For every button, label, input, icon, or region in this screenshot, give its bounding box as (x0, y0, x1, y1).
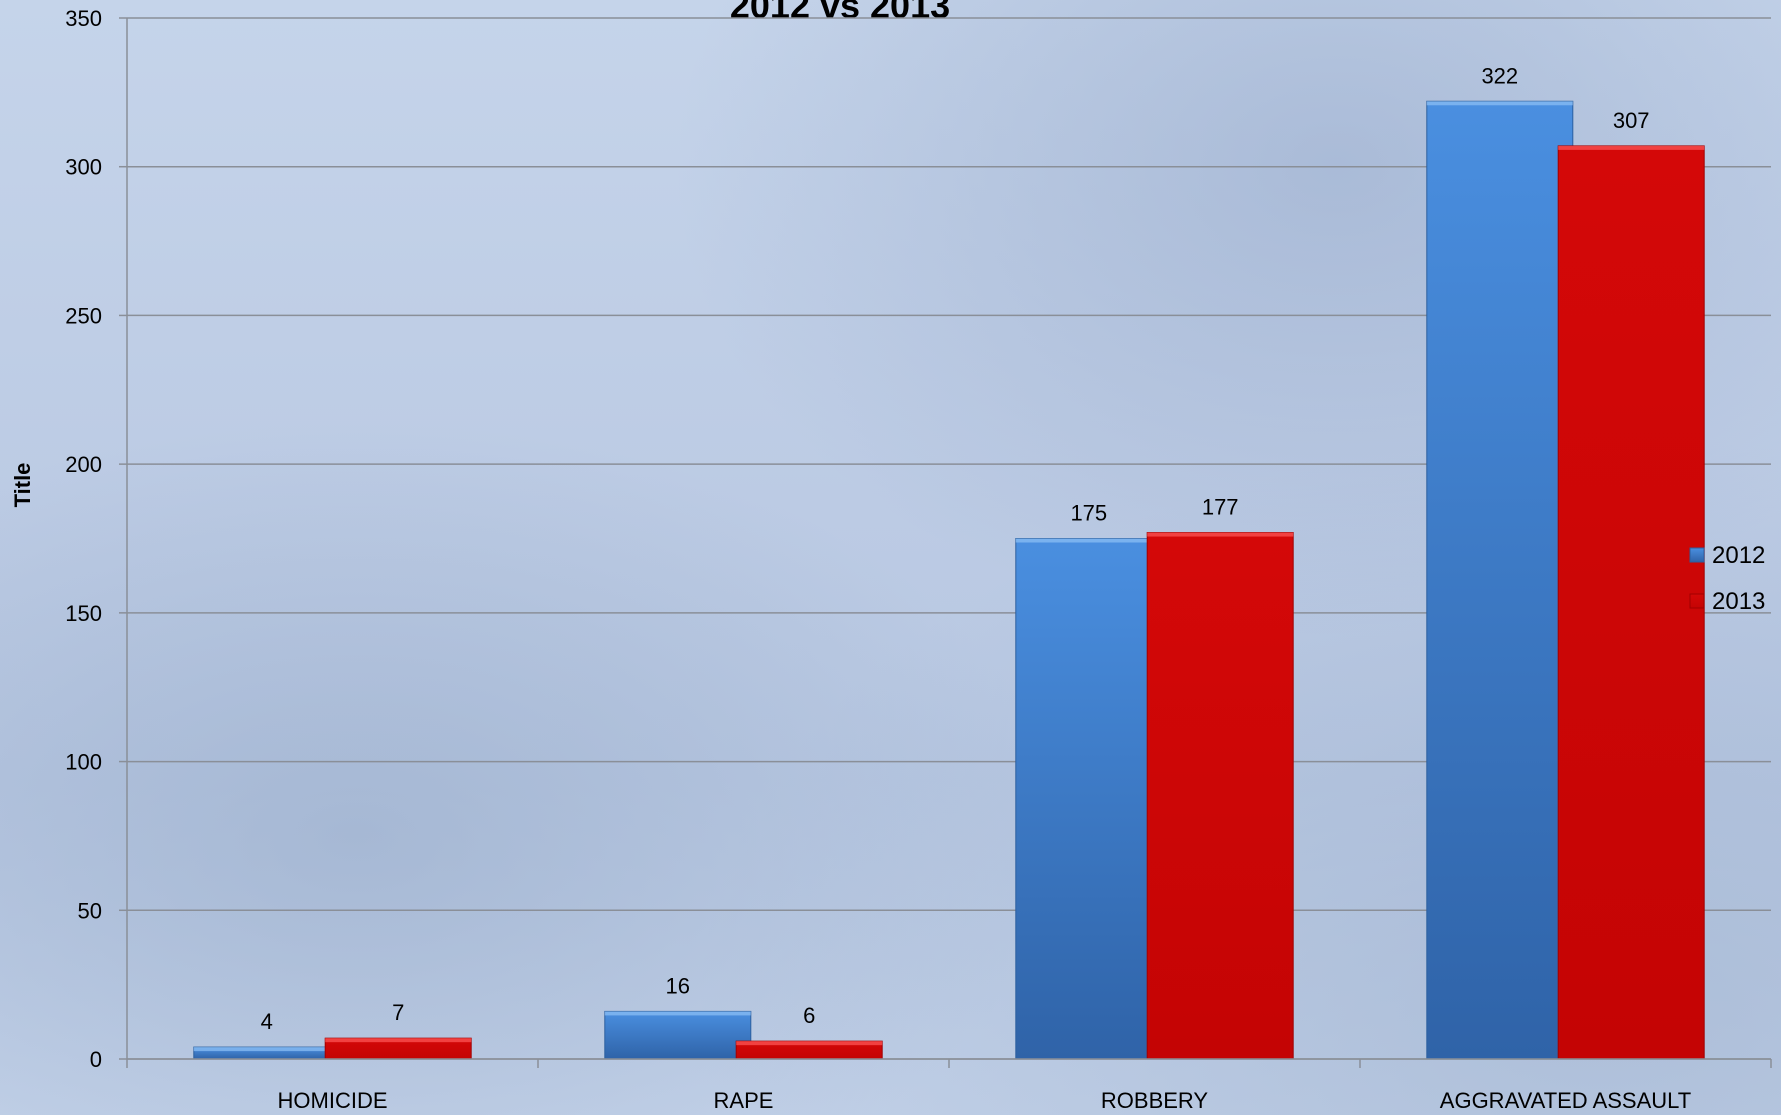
y-tick-label: 150 (65, 601, 102, 626)
y-axis-title: Title (10, 463, 35, 508)
legend-swatch-2012 (1689, 547, 1705, 563)
legend-label-2012: 2012 (1712, 542, 1765, 569)
legend-label-2013: 2013 (1712, 588, 1765, 615)
data-labels: 4 7 16 6 175 177 322 307 (261, 63, 1650, 1034)
x-category-label: ROBBERY (1101, 1088, 1209, 1113)
data-label: 177 (1202, 495, 1239, 520)
x-category-label: AGGRAVATED ASSAULT (1440, 1088, 1691, 1113)
data-label: 4 (261, 1009, 273, 1034)
legend: 2012 2013 (1689, 542, 1765, 615)
bar-highlight (1147, 532, 1294, 537)
y-tick-label: 200 (65, 452, 102, 477)
x-category-label: RAPE (714, 1088, 774, 1113)
data-label: 322 (1481, 63, 1518, 88)
bar-2013-robbery (1146, 532, 1294, 1060)
data-label: 307 (1613, 108, 1650, 133)
data-label: 7 (392, 1000, 404, 1025)
data-label: 175 (1070, 501, 1107, 526)
bar-highlight (193, 1047, 340, 1052)
bar-highlight (1015, 538, 1162, 543)
y-tick-label: 100 (65, 750, 102, 775)
x-category-label: HOMICIDE (278, 1088, 388, 1113)
bar-highlight (1558, 145, 1705, 150)
bar-highlight (604, 1011, 751, 1016)
bar-highlight (325, 1038, 472, 1043)
data-label: 16 (666, 973, 690, 998)
bar-2012-robbery (1015, 538, 1163, 1060)
y-axis-ticks: 0 50 100 150 200 250 300 350 (65, 6, 127, 1072)
bar-2012-aggravated-assault (1426, 100, 1574, 1060)
y-tick-label: 50 (78, 898, 102, 923)
gridlines (127, 17, 1771, 1060)
bar-2013-aggravated-assault (1557, 145, 1705, 1060)
x-axis: HOMICIDE RAPE ROBBERY AGGRAVATED ASSAULT (126, 18, 1772, 1113)
bar-2012-rape (604, 1010, 752, 1060)
y-tick-label: 250 (65, 303, 102, 328)
chart-title: 2012 vs 2013 (730, 0, 950, 26)
bar-highlight (736, 1041, 883, 1046)
bars (193, 100, 1705, 1060)
data-label: 6 (803, 1003, 815, 1028)
y-tick-label: 350 (65, 6, 102, 31)
bar-highlight (1426, 101, 1573, 106)
y-tick-label: 0 (90, 1047, 102, 1072)
legend-swatch-2013 (1689, 593, 1705, 609)
y-tick-label: 300 (65, 155, 102, 180)
